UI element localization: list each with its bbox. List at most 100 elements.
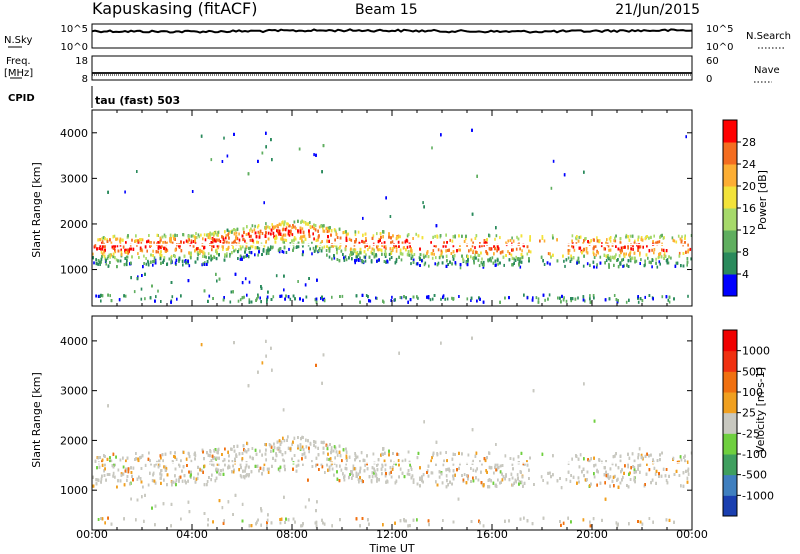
heatmap-cell [258, 235, 261, 239]
heatmap-cell [173, 237, 175, 241]
heatmap-cell [215, 257, 218, 261]
heatmap-cell [201, 249, 203, 253]
heatmap-cell [684, 241, 686, 245]
heatmap-cell [94, 244, 97, 248]
heatmap-cell [593, 252, 595, 256]
heatmap-cell [576, 235, 578, 238]
heatmap-cell [646, 235, 648, 238]
heatmap-cell [379, 248, 381, 252]
heatmap-cell [192, 240, 195, 243]
heatmap-cell [423, 255, 425, 259]
heatmap-cell [388, 232, 390, 236]
heatmap-cell [658, 260, 661, 264]
heatmap-cell [248, 300, 251, 304]
heatmap-cell [499, 236, 501, 240]
heatmap-cell [619, 261, 622, 265]
heatmap-cell [590, 239, 592, 243]
heatmap-cell [431, 297, 434, 301]
heatmap-cell [138, 256, 140, 259]
heatmap-cell [577, 256, 580, 260]
heatmap-cell [272, 295, 275, 299]
heatmap-cell [368, 255, 371, 259]
heatmap-cell [238, 232, 240, 236]
heatmap-cell [284, 228, 287, 232]
power-colorbar-tick-label: 4 [742, 268, 749, 281]
heatmap-cell [101, 294, 104, 298]
heatmap-cell [627, 265, 630, 268]
heatmap-cell [665, 249, 668, 253]
heatmap-cell [549, 252, 551, 256]
heatmap-cell [348, 237, 351, 241]
heatmap-cell [248, 246, 250, 250]
heatmap-cell [261, 232, 264, 235]
heatmap-cell [395, 257, 398, 261]
heatmap-cell [270, 245, 272, 249]
heatmap-cell [494, 247, 496, 251]
heatmap-cell [445, 233, 447, 237]
heatmap-cell [375, 253, 377, 257]
heatmap-cell [518, 260, 521, 264]
heatmap-cell [406, 245, 409, 249]
heatmap-cell [579, 235, 582, 239]
heatmap-cell [95, 258, 97, 262]
heatmap-cell [99, 263, 101, 266]
heatmap-cell [622, 258, 625, 262]
heatmap-cell [528, 259, 530, 263]
heatmap-cell [405, 296, 407, 300]
heatmap-cell [342, 231, 345, 234]
heatmap-cell [314, 224, 317, 228]
heatmap-cell [421, 236, 424, 240]
heatmap-cell [237, 257, 239, 260]
heatmap-cell [581, 251, 583, 255]
heatmap-cell [450, 252, 453, 255]
heatmap-cell [291, 233, 294, 237]
heatmap-cell [183, 254, 186, 258]
heatmap-cell [208, 233, 211, 237]
heatmap-cell [640, 237, 643, 241]
heatmap-cell [634, 260, 636, 264]
heatmap-cell [405, 248, 407, 252]
heatmap-cell [233, 249, 235, 253]
heatmap-cell [690, 257, 692, 261]
heatmap-cell [413, 253, 416, 256]
heatmap-cell [245, 254, 247, 258]
heatmap-cell [563, 296, 565, 300]
heatmap-cell [505, 241, 507, 245]
heatmap-cell [494, 263, 497, 267]
heatmap-cell [146, 249, 148, 253]
heatmap-cell [285, 251, 288, 254]
heatmap-cell [284, 297, 286, 301]
heatmap-cell [668, 300, 671, 304]
heatmap-cell [152, 260, 154, 263]
heatmap-cell [254, 253, 256, 257]
heatmap-cell [471, 128, 473, 132]
heatmap-cell [166, 262, 168, 266]
heatmap-cell [556, 259, 559, 263]
heatmap-cell [278, 250, 281, 254]
heatmap-cell [255, 298, 257, 302]
heatmap-cell [150, 241, 152, 244]
heatmap-cell [161, 244, 163, 248]
heatmap-cell [173, 254, 175, 258]
heatmap-cell [542, 259, 544, 263]
heatmap-cell [520, 253, 523, 256]
heatmap-cell [125, 262, 128, 266]
heatmap-cell [475, 256, 477, 260]
heatmap-cell [508, 296, 510, 300]
heatmap-cell [406, 253, 409, 257]
heatmap-cell [335, 245, 338, 249]
heatmap-cell [615, 298, 618, 301]
heatmap-cell [513, 257, 515, 261]
heatmap-cell [661, 248, 663, 252]
heatmap-cell [428, 264, 430, 268]
heatmap-cell [242, 238, 244, 242]
heatmap-cell [321, 240, 323, 243]
heatmap-cell [264, 226, 266, 230]
heatmap-cell [142, 265, 144, 269]
heatmap-cell [270, 232, 272, 236]
heatmap-cell [679, 237, 682, 241]
heatmap-cell [454, 234, 456, 238]
heatmap-cell [321, 170, 323, 174]
heatmap-cell [658, 255, 660, 259]
heatmap-cell [637, 245, 639, 249]
